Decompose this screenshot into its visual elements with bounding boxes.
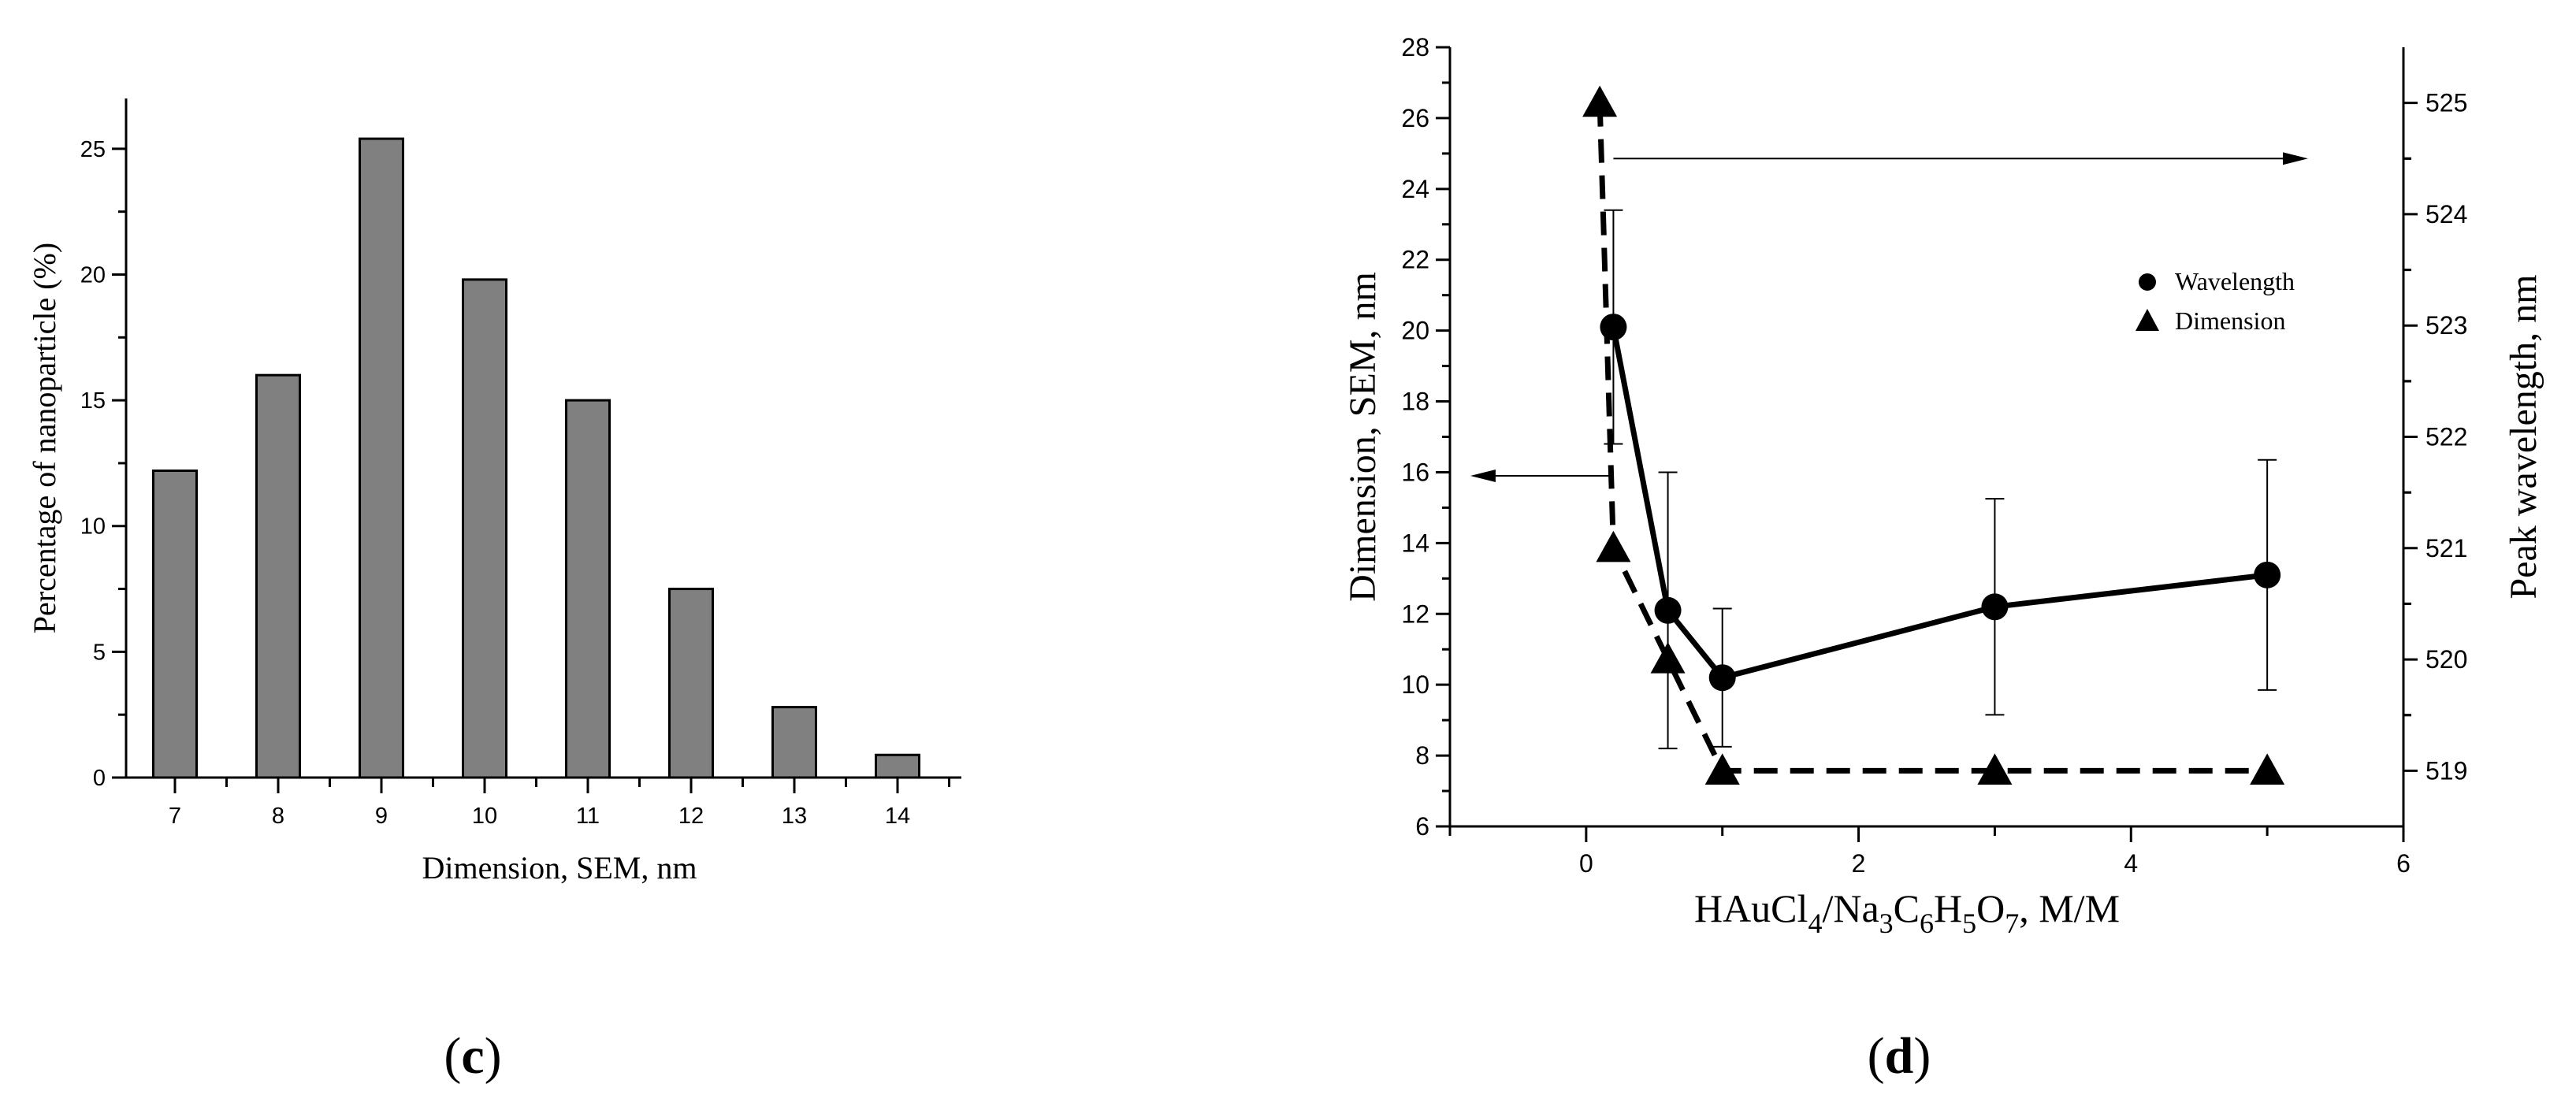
data-point-dimension [1650,642,1686,674]
series-line-dimension [1597,102,2268,774]
histogram-bar [359,137,404,779]
data-point-wavelength [1981,593,2009,621]
y-left-tick-label: 8 [1415,741,1429,770]
data-point-wavelength [1600,314,1627,341]
arrow-head-right [2283,152,2308,165]
data-point-wavelength [2254,561,2281,588]
x-tick-label: 0 [1579,849,1593,878]
y-left-tick-label: 24 [1401,175,1429,203]
y-left-tick-label: 14 [1401,529,1429,557]
legend-marker-dimension [2136,309,2159,331]
x-tick-label: 13 [782,804,807,829]
y-left-tick-label: 26 [1401,104,1429,132]
x-tick-label: 14 [885,804,910,829]
y-left-tick-label: 18 [1401,388,1429,416]
panel-label-d: (d) [1868,1027,1931,1085]
x-axis-title-subscript: 6 [1920,908,1934,939]
y-right-tick-label: 522 [2425,423,2467,451]
y-right-tick-label: 520 [2425,645,2467,674]
x-axis-title: Dimension, SEM, nm [422,850,697,885]
x-axis-title-subscript: 3 [1879,908,1894,939]
y-tick-label: 10 [80,514,106,540]
x-tick-label: 6 [2396,849,2411,878]
x-axis-title-part: O [1976,886,2005,930]
y-right-tick-label: 521 [2425,534,2467,562]
data-point-dimension [1582,85,1618,117]
x-axis-title-part: /Na [1822,886,1879,930]
y-left-tick-label: 20 [1401,317,1429,345]
y-right-tick-label: 524 [2425,200,2467,228]
x-tick-label: 2 [1852,849,1866,878]
x-axis-title-part: , M/M [2019,886,2120,930]
x-tick-label: 12 [678,804,704,829]
y-left-tick-label: 12 [1401,600,1429,628]
x-tick-label: 11 [576,804,600,829]
y-axis-title: Percentage of nanoparticle (%) [27,243,62,633]
histogram-bar [771,706,817,779]
x-axis-title-part: C [1894,886,1920,930]
x-axis-title-part: HAuCl [1694,886,1808,930]
y-tick-label: 25 [80,137,106,162]
x-tick-label: 9 [375,804,388,829]
data-point-dimension [1596,530,1631,562]
series-line-wavelength [1610,326,2268,681]
data-point-dimension [1977,753,2013,785]
y-tick-label: 15 [80,388,106,414]
data-point-dimension [1704,753,1740,785]
x-tick-label: 10 [472,804,497,829]
legend-label-dimension: Dimension [2175,306,2285,335]
x-tick-label: 8 [272,804,284,829]
histogram-bar [255,373,301,779]
x-tick-label: 7 [169,804,181,829]
panel-label-c: (c) [444,1027,501,1085]
x-axis-title: HAuCl4/Na3C6H5O7, M/M [1694,886,2120,939]
legend-label-wavelength: Wavelength [2175,267,2295,295]
legend-marker-wavelength [2139,273,2156,291]
arrow-head-left [1470,469,1496,482]
y-tick-label: 20 [80,262,106,288]
histogram-bar [565,399,611,779]
y-left-tick-label: 6 [1415,812,1429,841]
histogram-bar [875,753,920,779]
histogram-bar [462,278,507,779]
y-left-tick-label: 28 [1401,33,1429,61]
y-tick-label: 0 [93,766,106,791]
x-tick-label: 4 [2124,849,2138,878]
histogram-bar [152,470,198,779]
panel-d-line-chart: 6810121416182022242628519520521522523524… [1342,33,2544,939]
data-point-wavelength [1654,596,1682,624]
data-point-dimension [2250,753,2285,785]
y-tick-label: 5 [93,640,106,665]
x-axis-title-subscript: 4 [1808,908,1822,939]
y-left-tick-label: 10 [1401,670,1429,699]
data-point-wavelength [1708,664,1736,692]
y-right-tick-label: 525 [2425,89,2467,117]
y-left-tick-label: 16 [1401,458,1429,486]
x-axis-title-part: H [1934,886,1962,930]
y-left-axis-title: Dimension, SEM, nm [1342,272,1384,602]
x-axis-title-subscript: 7 [2005,908,2019,939]
x-axis-title-subscript: 5 [1962,908,1976,939]
y-right-axis-title: Peak wavelength, nm [2503,275,2544,600]
panel-c-histogram: 0 5 10 15 20 25 7 8 9 10 11 12 13 14 Dimension, SEM, n… [27,98,961,885]
y-left-tick-label: 22 [1401,246,1429,274]
y-right-tick-label: 523 [2425,311,2467,340]
histogram-bar [668,588,714,779]
y-right-tick-label: 519 [2425,756,2467,785]
